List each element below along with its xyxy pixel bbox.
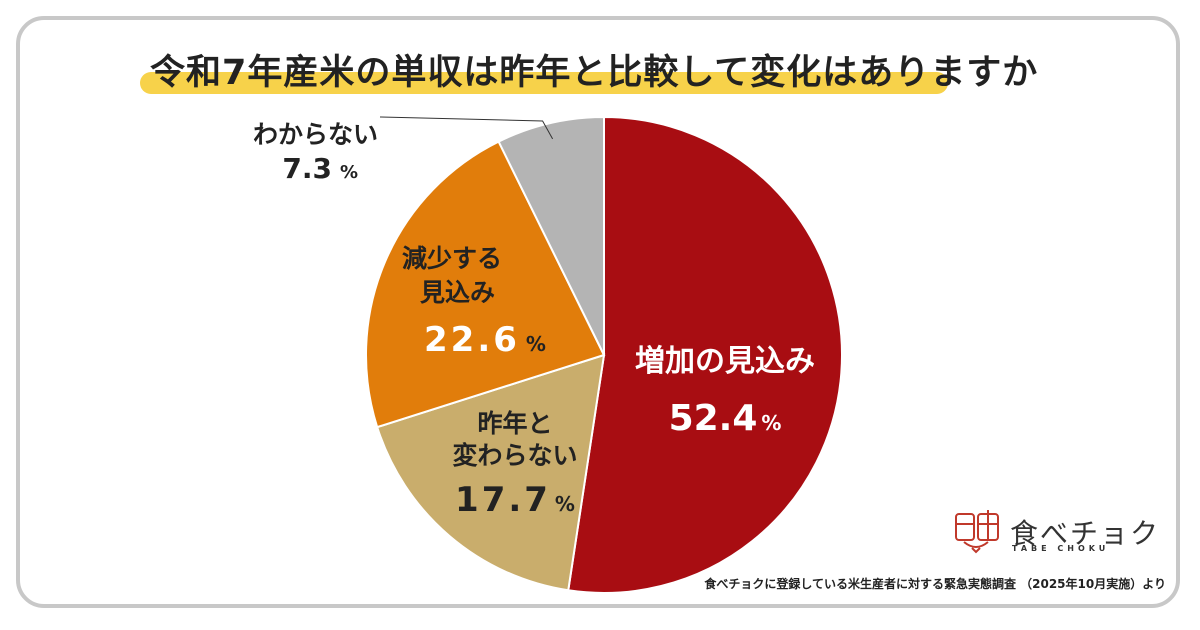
label-unchanged-unit: % <box>554 492 575 516</box>
logo-name: 食べチョク <box>1010 517 1161 550</box>
label-increase-value: 52.4 <box>668 398 758 439</box>
label-unknown: わからない 7.3% <box>228 118 378 185</box>
slice-unknown <box>497 115 605 356</box>
slice-unchanged <box>375 353 606 592</box>
label-increase: 増加の見込み 52.4% <box>610 336 840 439</box>
tabechoku-logo-icon <box>955 510 999 554</box>
label-unknown-name: わからない <box>252 120 378 149</box>
label-increase-name: 増加の見込み <box>635 344 815 379</box>
source-note: 食べチョクに登録している米生産者に対する緊急実態調査 （2025年10月実施）よ… <box>704 577 1166 591</box>
label-unknown-value: 7.3 <box>282 152 332 185</box>
label-unchanged-line2: 変わらない <box>452 441 578 470</box>
leader-line-unknown <box>379 116 554 140</box>
label-decrease-line1: 減少する <box>402 244 503 273</box>
label-decrease-unit: % <box>525 332 546 356</box>
chart-title: 令和7年産米の単収は昨年と比較して変化はありますか <box>150 53 1039 93</box>
label-decrease-line2: 見込み <box>420 278 496 307</box>
label-increase-unit: % <box>761 411 782 435</box>
title-highlight <box>140 72 948 94</box>
title-area: 令和7年産米の単収は昨年と比較して変化はありますか <box>140 44 1120 94</box>
label-unchanged-value: 17.7 <box>455 480 551 520</box>
label-unchanged-line1: 昨年と <box>477 409 553 438</box>
label-unchanged: 昨年と 変わらない 17.7% <box>425 408 605 520</box>
logo-subtitle: TABE CHOKU <box>1012 544 1110 553</box>
label-unknown-unit: % <box>339 162 358 183</box>
brand-logo: 食べチョク TABE CHOKU <box>950 506 1158 556</box>
label-decrease-value: 22.6 <box>424 320 520 360</box>
slice-decrease <box>365 140 606 429</box>
slice-increase <box>567 115 843 594</box>
label-decrease: 減少する 見込み 22.6% <box>398 242 598 360</box>
